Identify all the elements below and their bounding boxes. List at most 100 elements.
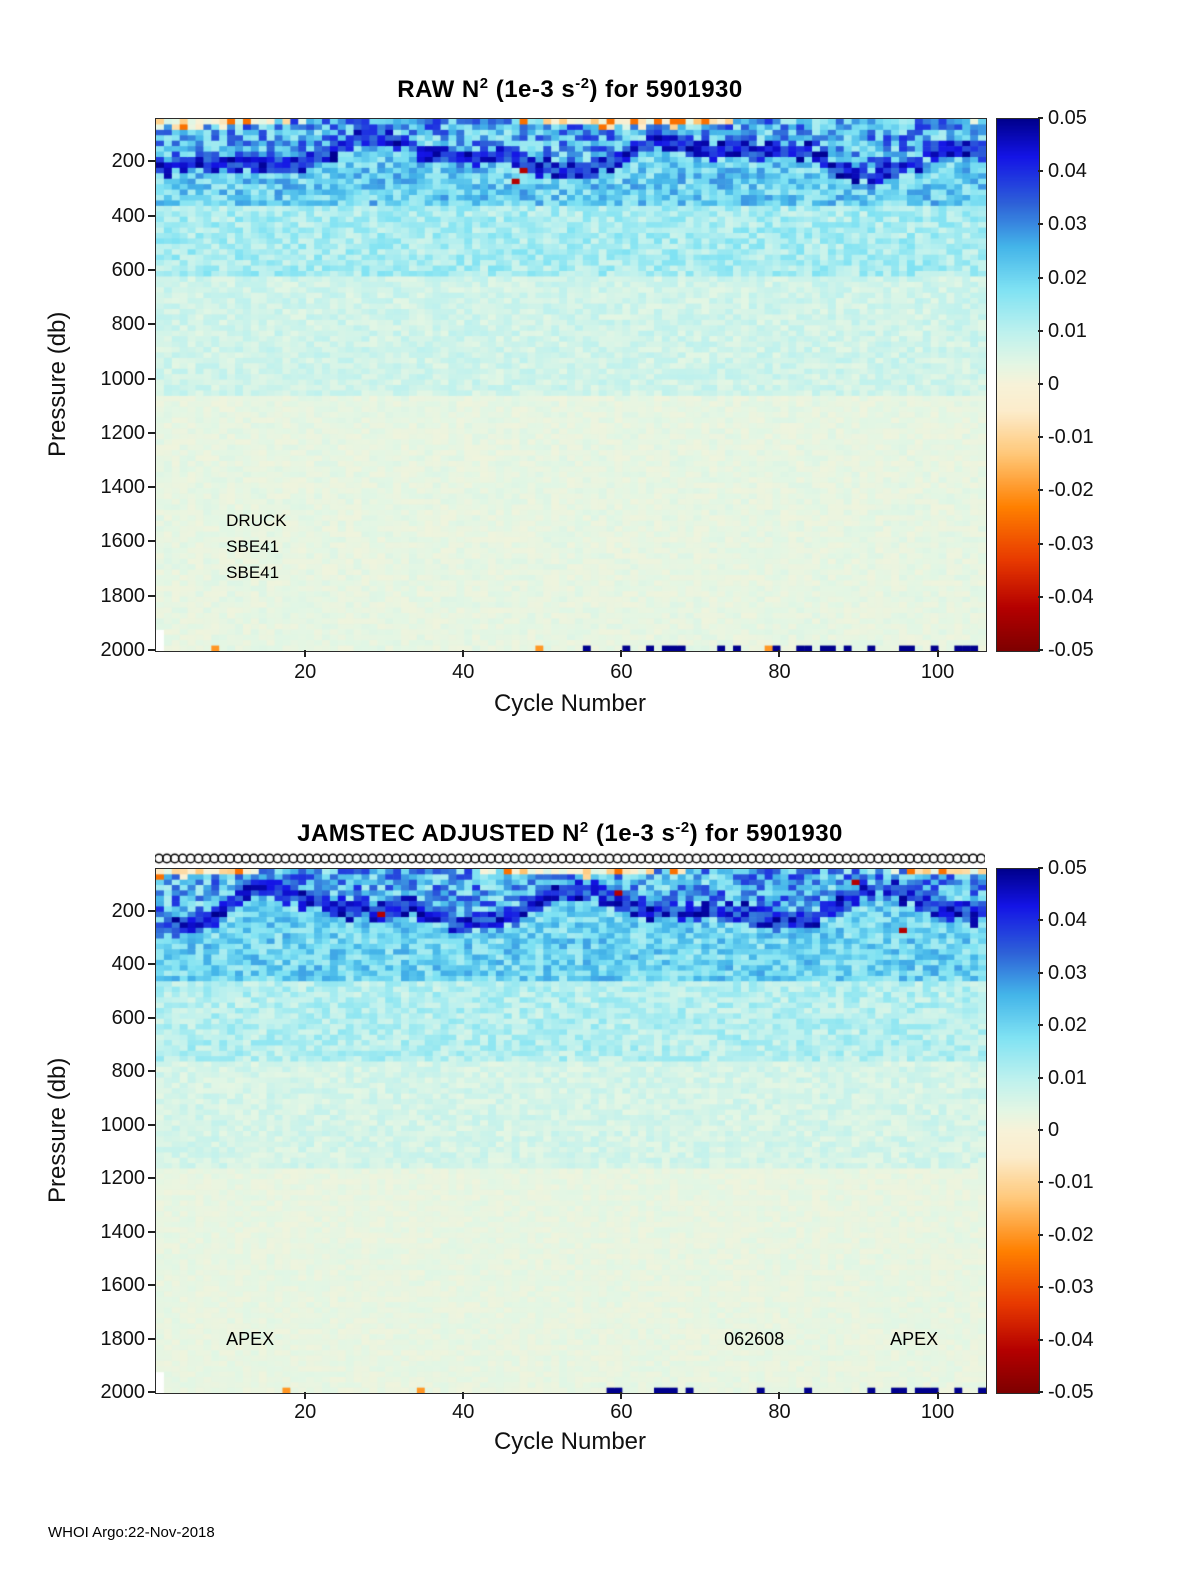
y-tick-mark	[148, 486, 155, 489]
colorbar-tick-mark	[1038, 489, 1043, 492]
y-tick-mark	[148, 963, 155, 966]
colorbar-tick-label: 0.04	[1048, 160, 1087, 183]
colorbar-tick-mark	[1038, 436, 1043, 439]
y-tick-label: 600	[111, 259, 145, 281]
x-tick-mark	[936, 650, 939, 657]
y-tick-mark	[148, 377, 155, 380]
y-tick-label: 400	[111, 953, 145, 976]
y-tick-mark	[148, 1016, 155, 1019]
x-tick-label: 60	[610, 1401, 633, 1423]
x-axis-label: Cycle Number	[493, 1428, 647, 1455]
x-tick-label: 20	[294, 1401, 317, 1423]
colorbar-tick-mark	[1038, 1391, 1043, 1393]
colorbar-tick-label: -0.04	[1048, 585, 1094, 608]
y-tick-label: 1400	[100, 1220, 146, 1243]
colorbar-tick-label: 0.02	[1048, 266, 1087, 289]
colorbar-tick-mark	[1038, 542, 1043, 545]
y-tick-label: 1000	[100, 367, 146, 390]
y-tick-mark	[148, 1230, 155, 1233]
y-tick-mark	[148, 909, 155, 912]
adjusted-n2-heatmap	[155, 868, 987, 1394]
y-tick-mark	[148, 269, 155, 271]
colorbar-tick-label: 0.05	[1048, 857, 1087, 879]
x-tick-label: 40	[452, 1401, 475, 1423]
x-tick-label: 40	[452, 661, 475, 683]
colorbar-tick-label: 0	[1048, 373, 1060, 395]
colorbar-tick-mark	[1038, 383, 1043, 385]
colorbar-tick-mark	[1038, 649, 1043, 651]
colorbar-tick-mark	[1038, 1181, 1043, 1184]
annotation-text: SBE41	[226, 563, 280, 582]
colorbar-tick-label: 0.01	[1048, 1066, 1087, 1089]
y-tick-label: 800	[111, 313, 145, 336]
x-tick-label: 100	[920, 661, 955, 683]
raw-n2-heatmap	[155, 118, 987, 652]
cycle-marker-row	[155, 851, 985, 866]
y-axis-label: Pressure (db)	[44, 1057, 71, 1203]
title-text: (1e-3 s	[588, 820, 676, 847]
colorbar-tick-mark	[1038, 595, 1043, 598]
colorbar-tick-mark	[1038, 117, 1043, 119]
y-tick-mark	[148, 323, 155, 326]
y-tick-label: 200	[111, 899, 145, 922]
x-tick-mark	[462, 650, 465, 657]
colorbar-tick-label: -0.02	[1048, 1223, 1094, 1246]
annotation-text: SBE41	[226, 537, 280, 557]
x-tick-mark	[304, 1392, 307, 1399]
title-superscript: 2	[479, 76, 489, 92]
colorbar-tick-mark	[1038, 1233, 1043, 1236]
y-tick-mark	[148, 1337, 155, 1340]
title-superscript: 2	[579, 820, 589, 836]
y-tick-label: 200	[111, 150, 145, 173]
colorbar-tick-mark	[1038, 223, 1043, 226]
y-tick-label: 2000	[100, 1381, 146, 1403]
x-tick-mark	[304, 650, 307, 657]
y-tick-mark	[148, 431, 155, 434]
y-tick-mark	[148, 1070, 155, 1073]
y-tick-label: 1200	[100, 421, 146, 444]
colorbar-tick-mark	[1038, 1076, 1043, 1079]
colorbar-tick-mark	[1038, 1286, 1043, 1289]
title-text: JAMSTEC ADJUSTED N	[297, 820, 580, 847]
colorbar-tick-label: 0.01	[1048, 319, 1087, 342]
x-tick-mark	[620, 1392, 623, 1399]
y-tick-label: 1600	[100, 1274, 146, 1297]
y-tick-mark	[148, 160, 155, 163]
title-text: RAW N	[397, 76, 480, 103]
colorbar-tick-mark	[1038, 919, 1043, 922]
adjusted-colorbar	[996, 868, 1040, 1394]
colorbar-tick-mark	[1038, 276, 1043, 279]
x-tick-mark	[462, 1392, 465, 1399]
y-tick-label: 1800	[100, 584, 146, 607]
y-tick-label: 1600	[100, 530, 146, 553]
colorbar-tick-label: 0.03	[1048, 213, 1087, 236]
y-tick-mark	[148, 1177, 155, 1180]
raw-chart-title: RAW N2 (1e-3 s-2) for 5901930	[155, 76, 985, 104]
colorbar-tick-label: -0.01	[1048, 426, 1094, 449]
colorbar-tick-mark	[1038, 170, 1043, 173]
title-superscript: -2	[575, 76, 590, 92]
footer-credit: WHOI Argo:22-Nov-2018	[48, 1524, 215, 1541]
x-tick-label: 100	[920, 1401, 955, 1423]
annotation-text: DRUCK	[226, 511, 287, 531]
title-text: (1e-3 s	[488, 76, 576, 103]
y-tick-mark	[148, 1123, 155, 1126]
title-text: ) for 5901930	[589, 76, 743, 103]
title-text: ) for 5901930	[689, 820, 843, 847]
raw-colorbar	[996, 118, 1040, 652]
y-tick-label: 400	[111, 204, 145, 227]
colorbar-tick-label: 0.05	[1048, 107, 1087, 129]
y-tick-label: 600	[111, 1006, 145, 1029]
y-tick-label: 2000	[100, 639, 146, 661]
y-tick-mark	[148, 540, 155, 543]
y-axis-label: Pressure (db)	[44, 311, 71, 457]
y-tick-mark	[148, 1391, 155, 1393]
x-tick-mark	[936, 1392, 939, 1399]
annotation-text: 062608	[724, 1328, 785, 1349]
colorbar-tick-label: -0.05	[1048, 639, 1094, 661]
x-tick-mark	[778, 1392, 781, 1399]
x-tick-mark	[620, 650, 623, 657]
colorbar-tick-label: -0.05	[1048, 1381, 1094, 1403]
adjusted-chart-title: JAMSTEC ADJUSTED N2 (1e-3 s-2) for 59019…	[155, 820, 985, 848]
